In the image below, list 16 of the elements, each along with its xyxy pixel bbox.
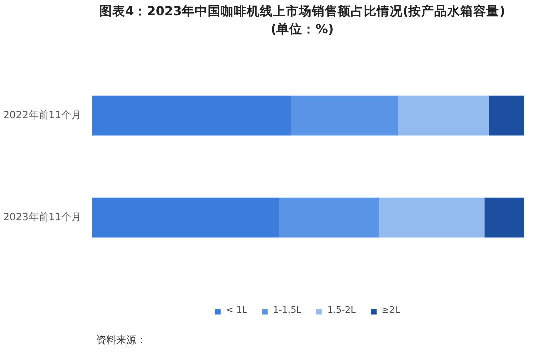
text: 资料来源：	[96, 334, 146, 346]
y-tick-label: 2022年前11个月	[3, 109, 82, 122]
bar	[92, 198, 280, 238]
bar	[398, 96, 490, 136]
legend-label: ≥2L	[382, 306, 402, 316]
bar	[291, 96, 398, 136]
chart-title: 图表4：2023年中国咖啡机线上市场销售额占比情况(按产品水箱容量) (单位：%)	[100, 4, 506, 36]
bar	[484, 198, 524, 238]
y-tick-label: 2023年前11个月	[3, 211, 82, 224]
legend-label: 1.5-2L	[328, 306, 356, 316]
bar	[489, 96, 524, 136]
legend-label: 1-1.5L	[273, 306, 302, 316]
bar	[279, 198, 380, 238]
bar	[380, 198, 485, 238]
legend-label: < 1L	[226, 306, 248, 316]
bar	[92, 96, 292, 136]
